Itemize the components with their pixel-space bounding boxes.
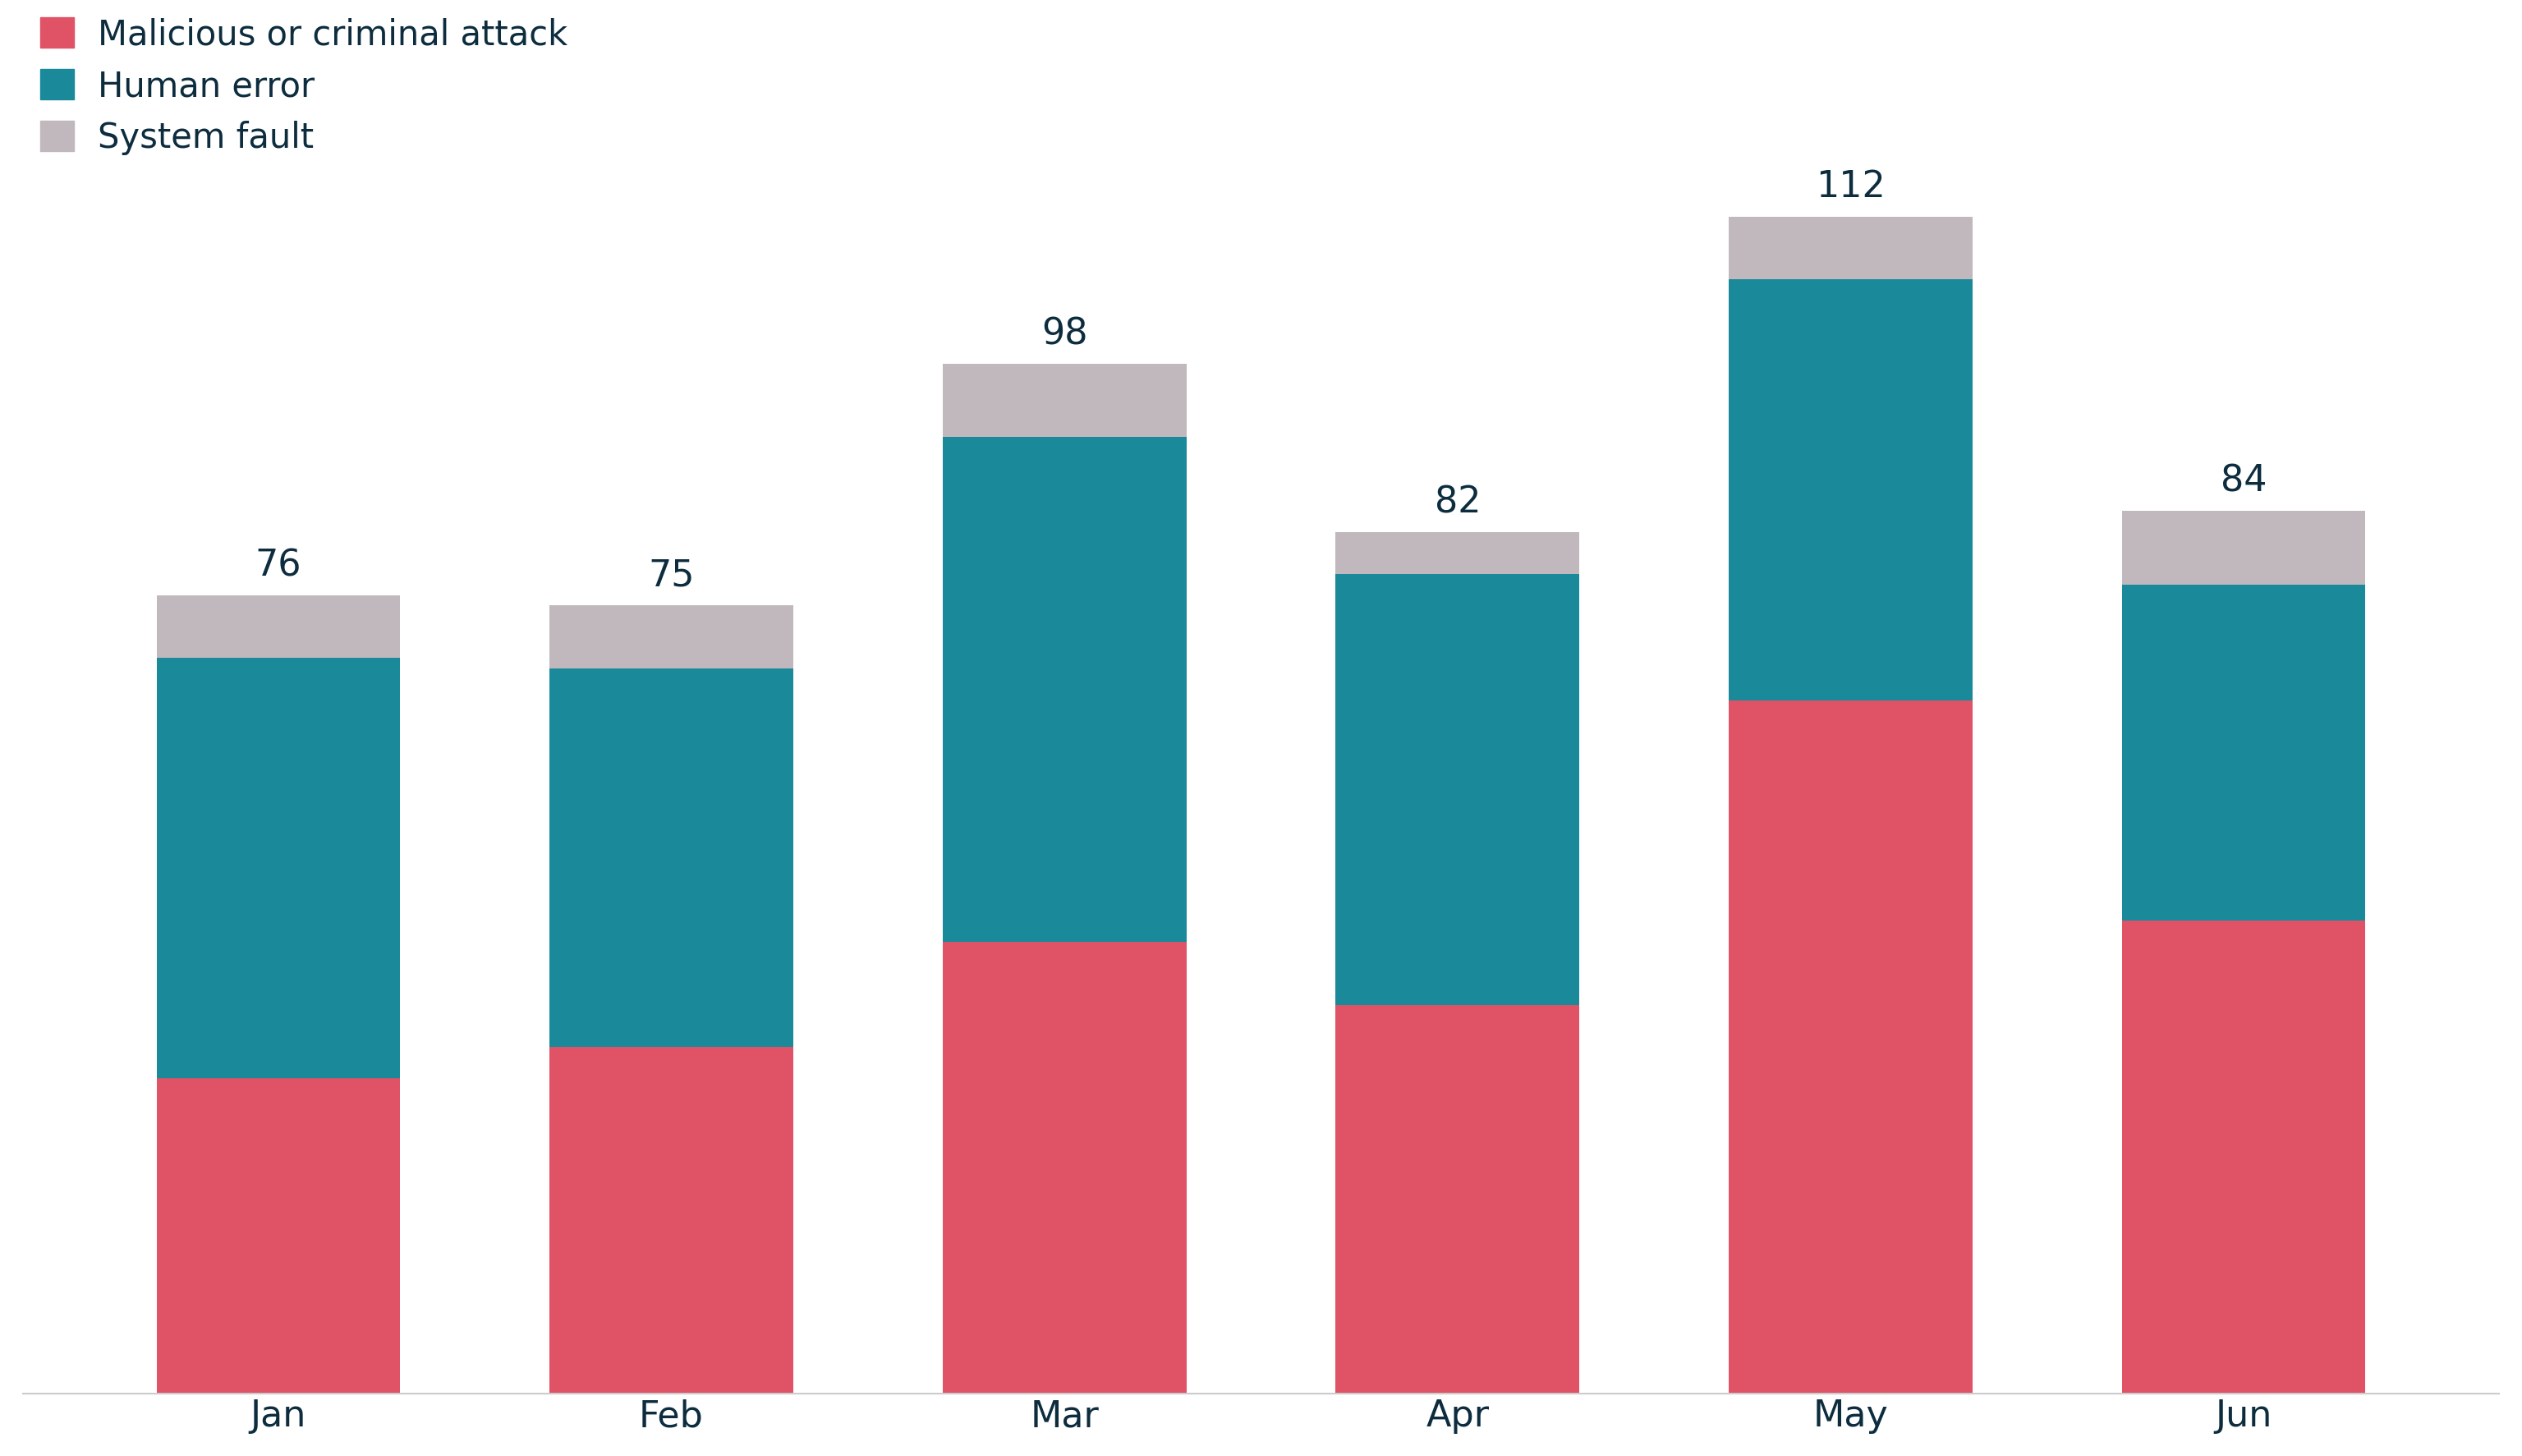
Text: 84: 84	[2219, 463, 2267, 499]
Bar	[156, 1079, 401, 1393]
Text: 82: 82	[1435, 485, 1480, 520]
Text: 98: 98	[1042, 316, 1087, 352]
Bar	[156, 596, 401, 658]
Bar	[1337, 533, 1579, 575]
Legend: Malicious or criminal attack, Human error, System fault: Malicious or criminal attack, Human erro…	[40, 17, 567, 156]
Text: 75: 75	[648, 558, 694, 594]
Bar	[2121, 922, 2366, 1393]
Bar	[1337, 575, 1579, 1005]
Text: 112: 112	[1816, 169, 1886, 205]
Bar	[550, 1047, 794, 1393]
Bar	[1728, 217, 1972, 280]
Bar	[2121, 511, 2366, 585]
Text: 76: 76	[255, 547, 303, 582]
Bar	[1337, 1005, 1579, 1393]
Bar	[943, 438, 1185, 942]
Bar	[550, 606, 794, 668]
Bar	[1728, 700, 1972, 1393]
Bar	[2121, 585, 2366, 922]
Bar	[943, 942, 1185, 1393]
Bar	[156, 658, 401, 1079]
Bar	[943, 364, 1185, 438]
Bar	[550, 668, 794, 1047]
Bar	[1728, 280, 1972, 700]
